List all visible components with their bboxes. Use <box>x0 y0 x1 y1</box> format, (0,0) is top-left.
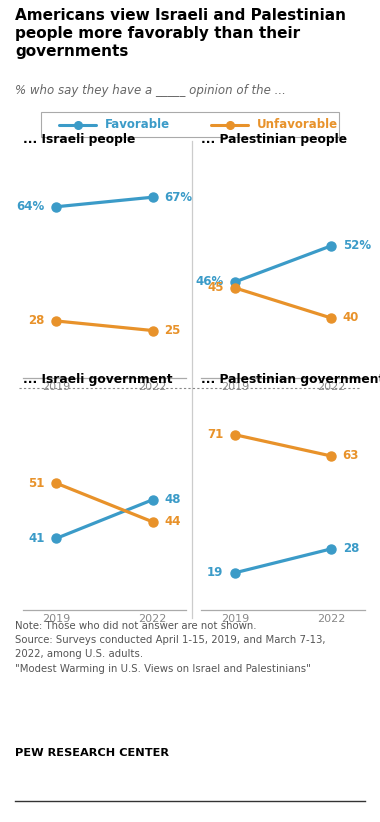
Text: 41: 41 <box>28 532 45 545</box>
Text: 48: 48 <box>164 493 180 506</box>
Text: 45: 45 <box>207 281 223 294</box>
Text: ... Israeli people: ... Israeli people <box>23 132 135 145</box>
Text: PEW RESEARCH CENTER: PEW RESEARCH CENTER <box>15 749 169 759</box>
Text: Americans view Israeli and Palestinian
people more favorably than their
governme: Americans view Israeli and Palestinian p… <box>15 8 346 59</box>
Text: 71: 71 <box>207 428 223 441</box>
Text: 19: 19 <box>207 566 223 580</box>
Text: ... Palestinian government: ... Palestinian government <box>201 372 380 386</box>
Text: ... Israeli government: ... Israeli government <box>23 372 172 386</box>
Text: 67%: 67% <box>164 191 192 204</box>
FancyBboxPatch shape <box>41 112 339 137</box>
Text: 25: 25 <box>164 324 180 337</box>
Text: ... Palestinian people: ... Palestinian people <box>201 132 348 145</box>
Text: 64%: 64% <box>17 201 45 213</box>
Text: 28: 28 <box>28 315 45 327</box>
Text: Note: Those who did not answer are not shown.
Source: Surveys conducted April 1-: Note: Those who did not answer are not s… <box>15 621 326 674</box>
Text: 51: 51 <box>28 477 45 490</box>
Text: 44: 44 <box>164 515 180 529</box>
Text: 40: 40 <box>343 312 359 325</box>
Text: % who say they have a _____ opinion of the ...: % who say they have a _____ opinion of t… <box>15 84 286 97</box>
Text: 28: 28 <box>343 543 359 556</box>
Text: 46%: 46% <box>195 275 223 289</box>
Text: 63: 63 <box>343 450 359 463</box>
Text: 52%: 52% <box>343 239 371 252</box>
Text: Favorable: Favorable <box>105 118 170 131</box>
Text: Unfavorable: Unfavorable <box>257 118 338 131</box>
